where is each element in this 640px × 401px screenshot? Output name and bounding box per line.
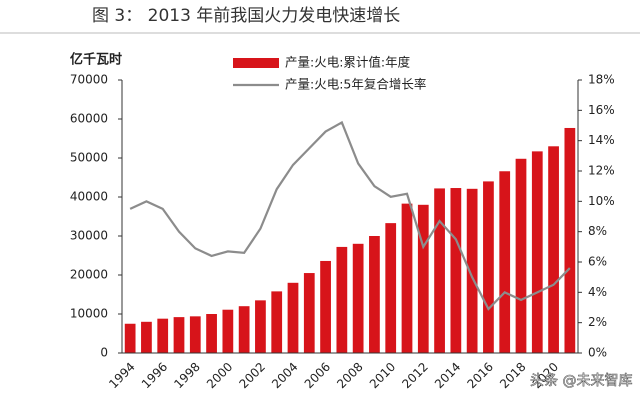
- bar: [434, 188, 445, 353]
- bar: [255, 300, 266, 353]
- bar: [483, 181, 494, 353]
- x-tick-label: 2002: [237, 360, 268, 391]
- bar: [336, 246, 348, 353]
- y2-tick-label: 4%: [588, 285, 607, 299]
- x-tick-label: 2012: [399, 360, 430, 391]
- bar: [206, 314, 217, 353]
- y-tick-label: 60000: [70, 112, 108, 126]
- y-tick-label: 40000: [70, 190, 108, 204]
- y-tick-label: 0: [100, 346, 108, 360]
- x-tick-label: 2004: [269, 360, 300, 391]
- line: [129, 120, 571, 311]
- bar: [369, 236, 380, 353]
- bar: [189, 316, 201, 353]
- bar: [303, 273, 315, 353]
- x-tick-label: 1998: [171, 360, 202, 391]
- x-tick-label: 2016: [465, 360, 496, 391]
- bar: [352, 243, 364, 353]
- x-tick-label: 1996: [139, 360, 170, 391]
- y2-tick-label: 10%: [588, 194, 615, 208]
- legend-label: 产量:火电:5年复合增长率: [285, 77, 426, 92]
- y2-tick-label: 6%: [588, 255, 607, 269]
- y-axis-title: 亿千瓦时: [70, 52, 122, 68]
- x-tick-label: 1994: [106, 360, 137, 391]
- y2-tick-label: 8%: [588, 224, 607, 238]
- y-tick-label: 50000: [70, 151, 108, 165]
- bar: [548, 146, 559, 353]
- y2-tick-label: 12%: [588, 164, 615, 178]
- chart-title: 图 3： 2013 年前我国火力发电快速增长: [92, 6, 400, 26]
- y2-tick-label: 0%: [588, 346, 607, 360]
- bar: [385, 223, 397, 353]
- bar: [401, 203, 413, 353]
- bar: [287, 282, 299, 353]
- legend-swatch: [233, 58, 279, 68]
- bar: [499, 171, 511, 353]
- bar: [141, 321, 152, 353]
- x-tick-label: 2000: [204, 360, 235, 391]
- x-tick-label: 2018: [497, 360, 528, 391]
- bar: [271, 291, 283, 353]
- x-tick-label: 2006: [302, 360, 333, 391]
- bar: [124, 323, 136, 353]
- x-tick-label: 2014: [432, 360, 463, 391]
- bar: [222, 309, 234, 353]
- bar: [173, 317, 185, 353]
- bar: [515, 158, 527, 353]
- bar: [564, 127, 576, 353]
- y-tick-label: 20000: [70, 268, 108, 282]
- y2-tick-label: 14%: [588, 133, 615, 147]
- x-tick-label: 2008: [334, 360, 365, 391]
- y2-tick-label: 2%: [588, 315, 607, 329]
- y-tick-label: 70000: [70, 73, 108, 87]
- bar: [450, 188, 462, 353]
- x-tick-label: 2010: [367, 360, 398, 391]
- bar: [417, 204, 429, 353]
- watermark: 头条 @未来智库: [530, 372, 632, 389]
- y-tick-label: 30000: [70, 229, 108, 243]
- bar: [531, 151, 543, 353]
- y2-tick-label: 16%: [588, 103, 615, 117]
- bar: [157, 318, 169, 353]
- y-tick-label: 10000: [70, 307, 108, 321]
- legend-label: 产量:火电:累计值:年度: [285, 55, 411, 70]
- bar: [238, 306, 250, 353]
- bar: [320, 260, 331, 353]
- bar: [466, 188, 478, 353]
- y2-tick-label: 18%: [588, 73, 615, 87]
